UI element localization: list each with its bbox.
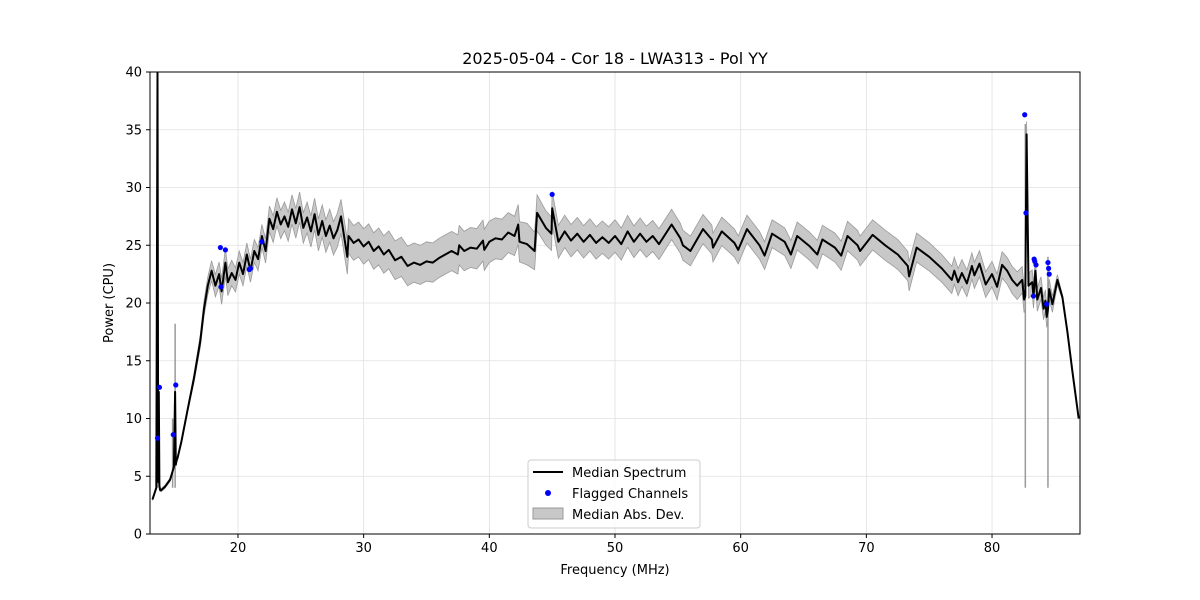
y-tick-label-6: 30	[125, 181, 142, 196]
chart-title: 2025-05-04 - Cor 18 - LWA313 - Pol YY	[462, 49, 768, 68]
flagged-channels-points	[154, 112, 1052, 441]
x-tick-label-0: 20	[230, 541, 247, 556]
legend-flagged-swatch	[545, 490, 551, 496]
y-axis-label: Power (CPU)	[102, 263, 117, 343]
x-tick-label-5: 70	[858, 541, 875, 556]
median-spectrum-line	[151, 72, 1080, 500]
legend-median-label: Median Spectrum	[572, 466, 686, 481]
y-tick-label-0: 0	[134, 528, 142, 543]
flagged-point-20	[1046, 271, 1052, 277]
flagged-point-9	[259, 239, 265, 245]
flagged-point-10	[549, 191, 555, 198]
flagged-point-3	[173, 382, 179, 388]
flagged-point-0	[154, 435, 161, 441]
flagged-point-16	[1033, 262, 1039, 268]
x-axis-ticks: 20 30 40 50 60 70 80	[230, 534, 1001, 556]
y-tick-label-1: 5	[134, 470, 142, 485]
x-tick-label-3: 50	[607, 541, 624, 556]
flagged-point-11	[1022, 112, 1028, 118]
y-axis-ticks: 0 5 10 15 20 25 30 35 40	[125, 66, 150, 543]
y-tick-label-2: 10	[125, 412, 142, 427]
y-tick-label-3: 15	[125, 354, 142, 369]
plot-area	[151, 72, 1080, 501]
y-tick-label-8: 40	[125, 66, 142, 81]
legend-box	[527, 459, 701, 529]
x-axis-label: Frequency (MHz)	[560, 563, 669, 578]
flagged-point-17	[1044, 301, 1050, 307]
legend-flagged-label: Flagged Channels	[572, 487, 688, 502]
flagged-point-19	[1045, 265, 1052, 271]
flagged-point-13	[1030, 293, 1037, 299]
flagged-point-2	[170, 432, 176, 438]
x-tick-label-4: 60	[732, 541, 749, 556]
flagged-point-5	[218, 284, 224, 290]
flagged-point-8	[247, 265, 254, 271]
flagged-point-4	[217, 244, 223, 251]
legend: Median Spectrum Flagged Channels Median …	[527, 459, 701, 529]
legend-mad-swatch	[532, 507, 564, 520]
y-tick-label-4: 20	[125, 297, 142, 312]
legend-mad-label: Median Abs. Dev.	[572, 508, 684, 523]
flagged-point-12	[1023, 210, 1029, 216]
y-tick-label-7: 35	[125, 123, 142, 138]
flagged-point-1	[156, 384, 163, 390]
flagged-point-18	[1045, 259, 1051, 266]
x-tick-label-6: 80	[984, 541, 1001, 556]
mad-band	[152, 72, 1080, 501]
x-tick-label-2: 40	[481, 541, 498, 556]
y-tick-label-5: 25	[125, 239, 142, 254]
x-tick-label-1: 30	[355, 541, 372, 556]
flagged-point-6	[222, 247, 229, 253]
